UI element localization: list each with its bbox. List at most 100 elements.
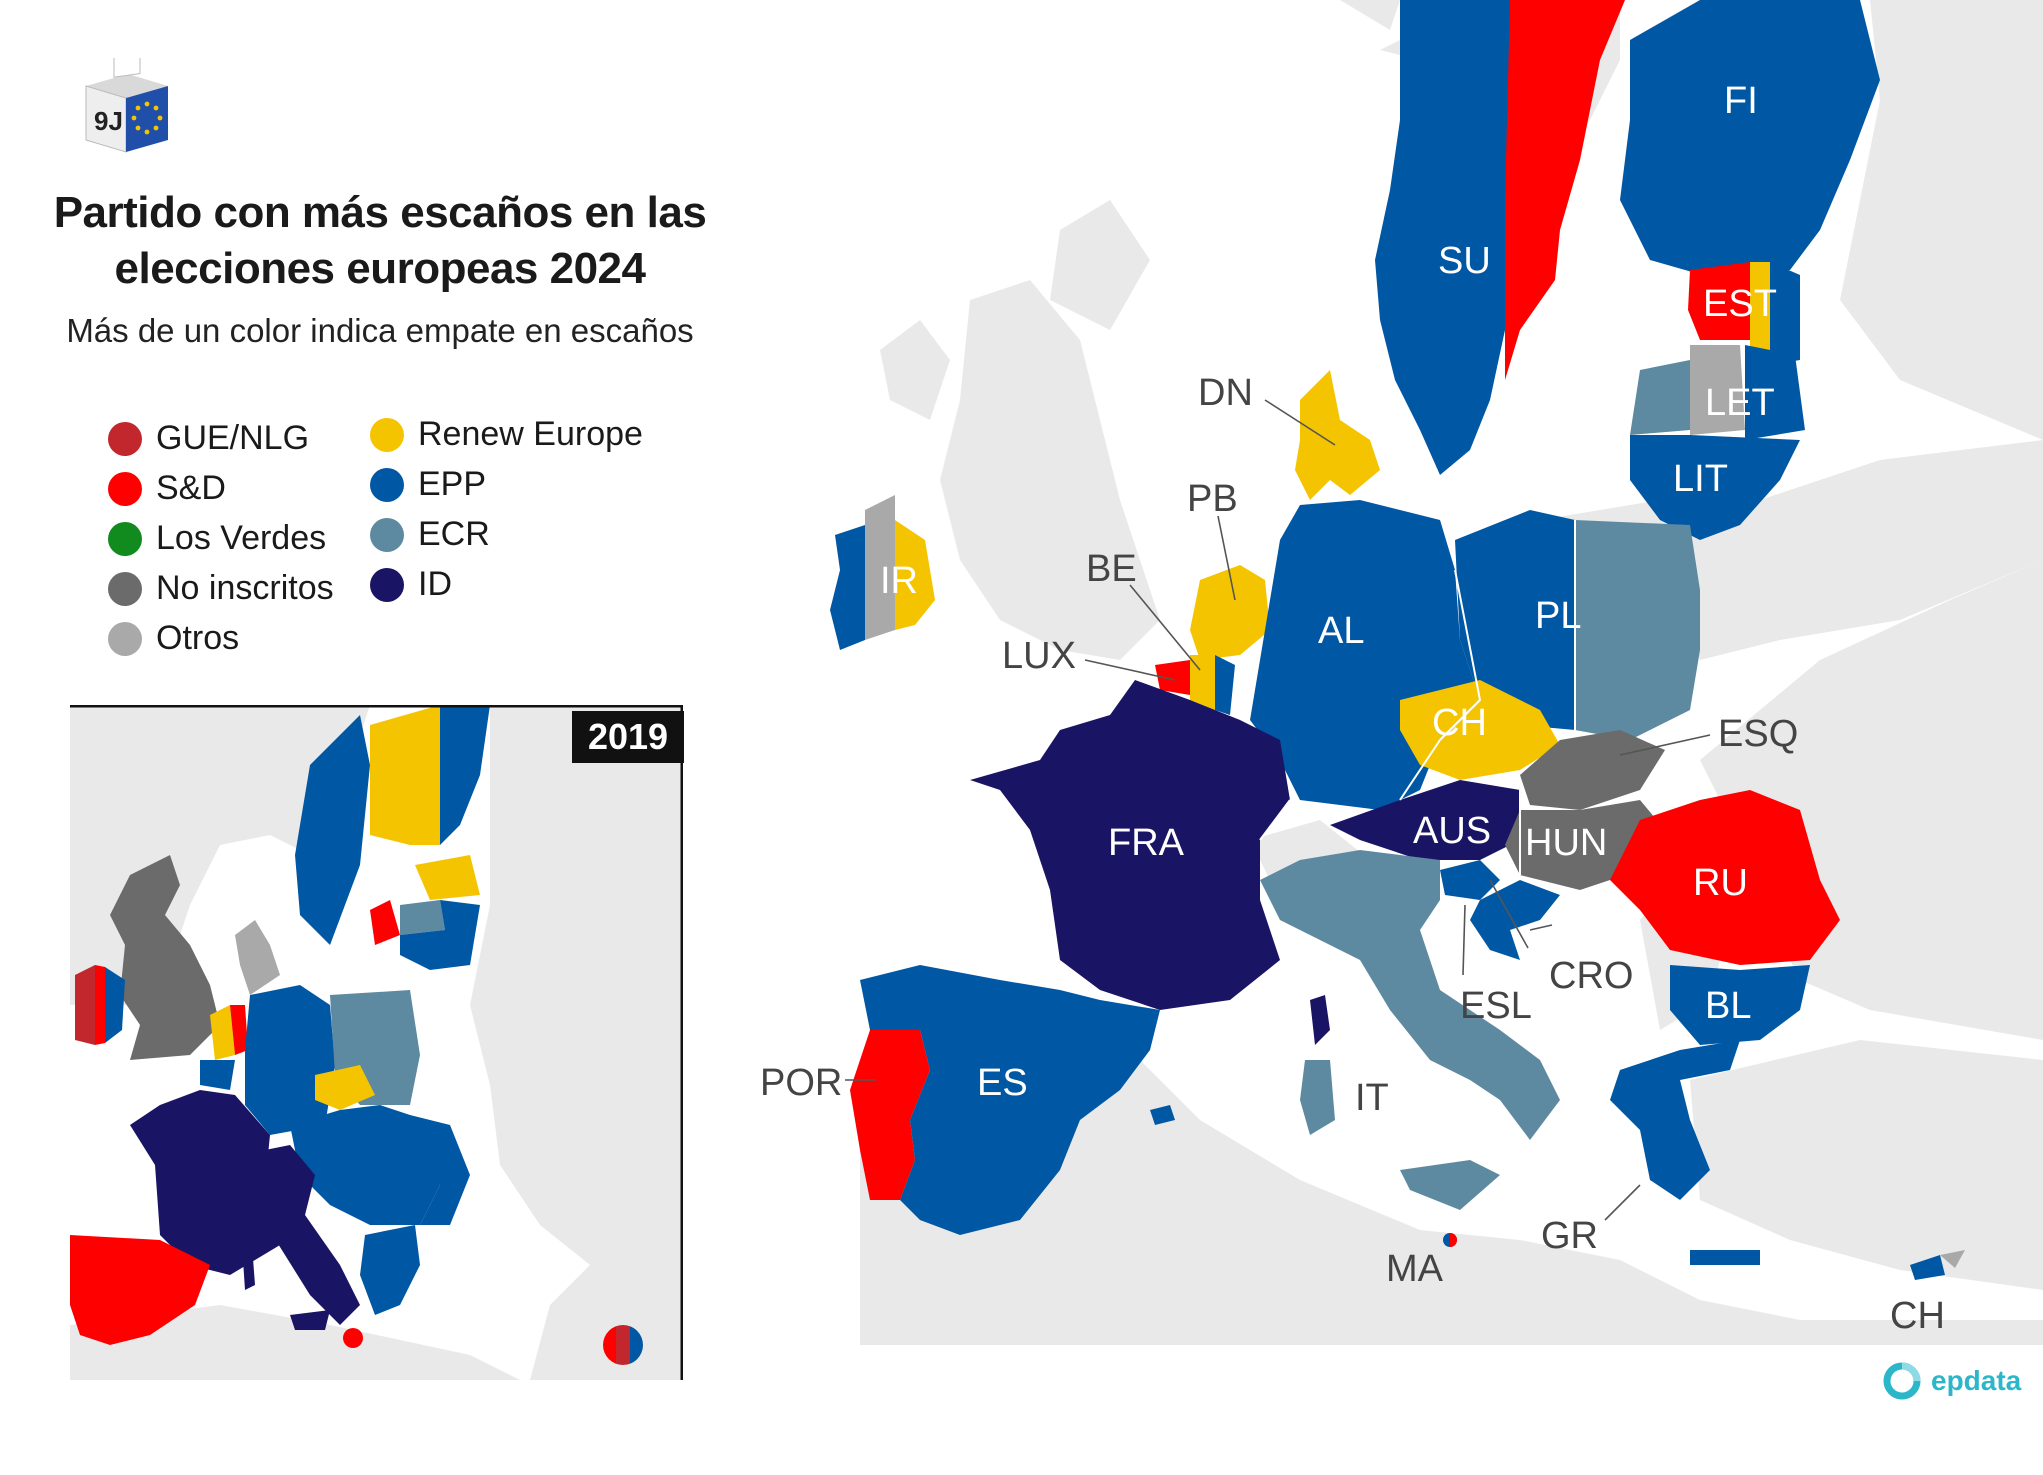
legend-swatch bbox=[108, 571, 142, 606]
legend-item-otros: Otros bbox=[108, 619, 239, 658]
inset-country-dn bbox=[235, 920, 280, 995]
country-est-a bbox=[1688, 262, 1750, 340]
country-label: DN bbox=[1198, 372, 1253, 414]
country-label: PB bbox=[1187, 478, 1238, 520]
inset-country-ir-a bbox=[75, 965, 95, 1045]
legend-item-epp: EPP bbox=[370, 465, 486, 504]
country-label: MA bbox=[1386, 1248, 1443, 1290]
country-label: ESQ bbox=[1718, 713, 1799, 755]
country-aus bbox=[1330, 780, 1520, 860]
country-label: CRO bbox=[1549, 955, 1634, 997]
country-fra-corsica bbox=[1310, 995, 1330, 1045]
inset-country-it-sardinia bbox=[242, 1245, 255, 1290]
country-fi bbox=[1620, 0, 1880, 280]
legend-item-id: ID bbox=[370, 565, 452, 604]
country-pl-b bbox=[1575, 520, 1700, 740]
inset-country-let bbox=[400, 900, 445, 935]
country-ir-c bbox=[895, 520, 935, 630]
legend-label: ID bbox=[418, 565, 452, 603]
country-label: RU bbox=[1693, 862, 1748, 904]
inset-country-ir-b bbox=[95, 965, 105, 1045]
brand-name: epdata bbox=[1931, 1365, 2022, 1396]
legend-swatch bbox=[108, 471, 142, 506]
inset-country-malta bbox=[343, 1328, 363, 1348]
inset-country-be bbox=[200, 1060, 235, 1090]
inset-country-it-sicily bbox=[290, 1310, 330, 1330]
country-it-sicily bbox=[1400, 1160, 1500, 1210]
country-ru bbox=[1610, 790, 1840, 965]
legend-swatch bbox=[108, 521, 142, 556]
legend-item-renew-europe: Renew Europe bbox=[370, 415, 643, 454]
country-est-b bbox=[1750, 262, 1770, 365]
country-label: AUS bbox=[1413, 810, 1492, 852]
country-it bbox=[1260, 850, 1560, 1140]
country-label: CH bbox=[1432, 702, 1487, 744]
country-it-sardinia bbox=[1300, 1060, 1335, 1135]
legend-label: GUE/NLG bbox=[156, 419, 310, 457]
country-su-a bbox=[1375, 0, 1510, 475]
country-label: GR bbox=[1541, 1215, 1598, 1257]
legend-swatch bbox=[108, 621, 142, 656]
country-let-a bbox=[1630, 360, 1690, 435]
country-cro bbox=[1470, 880, 1560, 960]
country-pl-a bbox=[1455, 510, 1575, 730]
country-borders bbox=[1259, 520, 1576, 875]
inset-country-it bbox=[240, 1145, 360, 1325]
legend-swatch bbox=[370, 517, 404, 552]
country-label: EST bbox=[1703, 283, 1777, 325]
country-lit bbox=[1630, 435, 1800, 540]
country-label: HUN bbox=[1525, 822, 1608, 864]
country-label: LUX bbox=[1002, 635, 1076, 677]
country-label: LIT bbox=[1673, 458, 1728, 500]
inset-country-no bbox=[295, 715, 370, 945]
country-ir-b bbox=[865, 495, 895, 640]
inset-country-nl-b bbox=[230, 1005, 248, 1055]
legend-item-ecr: ECR bbox=[370, 515, 490, 554]
legend-swatch bbox=[370, 567, 404, 602]
legend-swatch bbox=[108, 421, 142, 456]
country-ch-cy-b bbox=[1940, 1250, 1965, 1268]
legend-label: Renew Europe bbox=[418, 415, 643, 453]
logo-text: 9J bbox=[94, 106, 123, 136]
country-let-c bbox=[1745, 345, 1805, 440]
country-label: FRA bbox=[1108, 822, 1184, 864]
legend-label: ECR bbox=[418, 515, 490, 553]
country-label: CH bbox=[1890, 1295, 1945, 1337]
country-pb bbox=[1190, 565, 1270, 660]
inset-country-nl bbox=[210, 1005, 235, 1060]
country-ch-cy bbox=[1910, 1255, 1945, 1280]
inset-country-ro bbox=[410, 1115, 470, 1225]
inset-country-cyprus bbox=[603, 1325, 643, 1365]
legend-label: Otros bbox=[156, 619, 240, 657]
legend-label: Los Verdes bbox=[156, 519, 327, 557]
country-be-a bbox=[1155, 660, 1190, 695]
inset-country-gr bbox=[360, 1225, 420, 1315]
inset-country-lit-red bbox=[370, 900, 400, 945]
europe-map-2019-inset bbox=[70, 705, 683, 1380]
brand: epdata bbox=[1883, 1362, 2021, 1400]
leader-lines bbox=[845, 399, 1711, 1221]
country-su-b bbox=[1505, 0, 1625, 380]
country-label: SU bbox=[1438, 240, 1491, 282]
country-ir-a bbox=[830, 525, 865, 650]
country-label: IR bbox=[880, 560, 918, 602]
country-es bbox=[860, 965, 1160, 1235]
inset-year-badge: 2019 bbox=[572, 711, 684, 763]
legend-label: EPP bbox=[418, 465, 487, 503]
inset-country-se bbox=[370, 705, 440, 845]
country-label: PL bbox=[1535, 595, 1582, 637]
country-gr-crete bbox=[1690, 1250, 1760, 1265]
inset-country-de bbox=[245, 985, 335, 1135]
legend-item-sd: S&D bbox=[108, 469, 226, 508]
country-esl bbox=[1440, 860, 1500, 900]
country-label: LET bbox=[1705, 382, 1775, 424]
country-ma-marker bbox=[1443, 1233, 1457, 1247]
legend-label: S&D bbox=[156, 469, 226, 507]
country-label: POR bbox=[760, 1062, 843, 1104]
inset-country-est bbox=[415, 855, 480, 900]
country-be-c bbox=[1215, 655, 1235, 715]
country-label: ES bbox=[977, 1062, 1028, 1104]
inset-country-ir-c bbox=[105, 967, 125, 1043]
inset-country-fi bbox=[440, 705, 490, 845]
